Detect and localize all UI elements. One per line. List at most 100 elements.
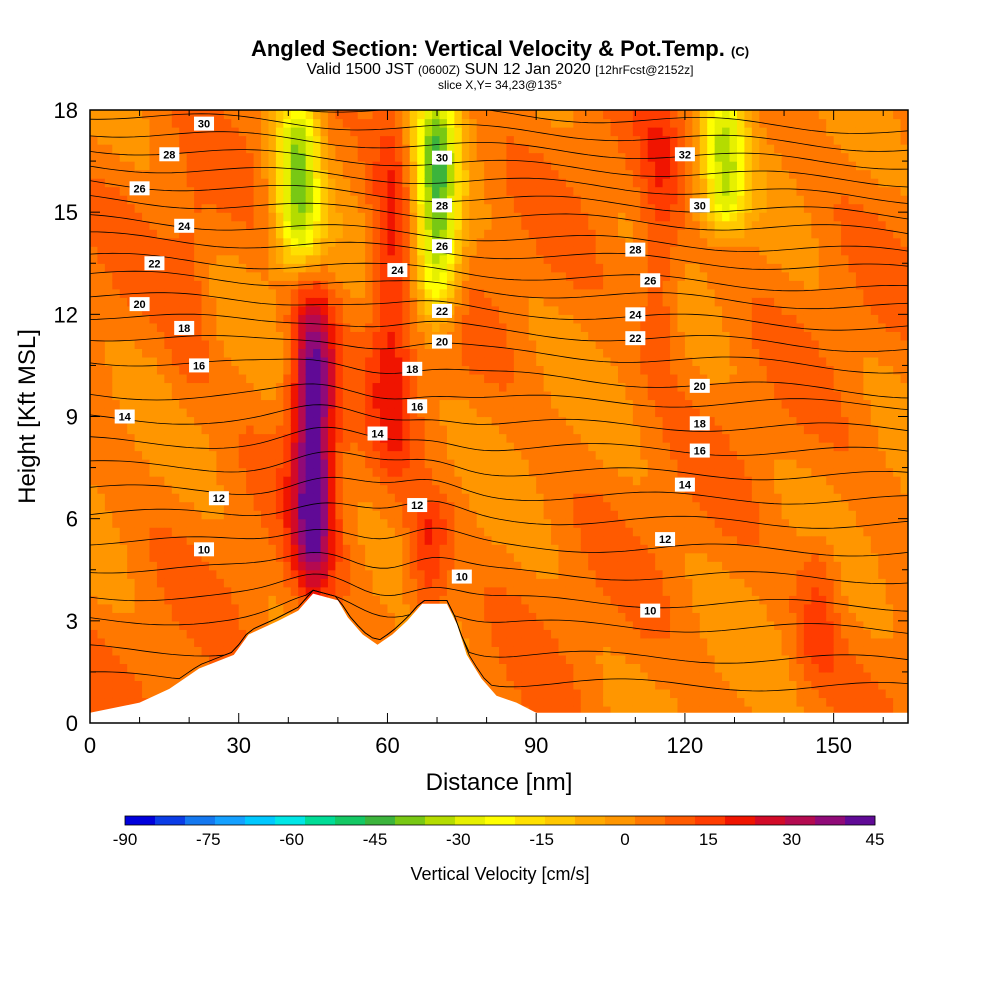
velocity-cell (134, 314, 143, 324)
velocity-cell (446, 348, 455, 358)
velocity-cell (402, 186, 411, 196)
velocity-cell (313, 229, 322, 239)
velocity-cell (484, 425, 493, 435)
velocity-cell (179, 399, 188, 409)
velocity-cell (528, 501, 537, 511)
velocity-cell (223, 246, 232, 256)
velocity-cell (104, 595, 113, 605)
velocity-cell (387, 569, 396, 579)
velocity-cell (595, 195, 604, 205)
velocity-cell (380, 339, 389, 349)
velocity-cell (417, 152, 426, 162)
velocity-cell (551, 152, 560, 162)
velocity-cell (238, 450, 247, 460)
velocity-cell (335, 203, 344, 213)
velocity-cell (90, 425, 99, 435)
velocity-cell (595, 407, 604, 418)
velocity-cell (261, 467, 270, 477)
velocity-cell (521, 203, 530, 213)
velocity-cell (446, 263, 455, 273)
velocity-cell (142, 578, 151, 588)
velocity-cell (424, 161, 433, 171)
velocity-cell (387, 195, 396, 205)
velocity-cell (588, 586, 597, 596)
velocity-cell (261, 416, 270, 426)
velocity-cell (580, 161, 589, 171)
velocity-cell (350, 263, 359, 273)
velocity-cell (223, 518, 232, 528)
velocity-cell (231, 127, 240, 137)
velocity-cell (551, 535, 560, 545)
velocity-cell (454, 552, 463, 562)
velocity-cell (216, 135, 225, 145)
velocity-cell (372, 246, 381, 256)
velocity-cell (156, 339, 165, 349)
velocity-cell (335, 484, 344, 494)
velocity-cell (513, 697, 522, 707)
velocity-cell (179, 654, 188, 665)
velocity-cell (201, 169, 210, 179)
velocity-cell (595, 229, 604, 239)
velocity-cell (327, 493, 336, 503)
velocity-cell (149, 544, 158, 554)
velocity-cell (327, 212, 336, 222)
velocity-cell (446, 578, 455, 588)
velocity-cell (97, 425, 106, 435)
velocity-cell (156, 161, 165, 171)
velocity-cell (327, 569, 336, 579)
velocity-cell (231, 297, 240, 307)
velocity-cell (142, 135, 151, 145)
velocity-cell (573, 578, 582, 588)
velocity-cell (119, 297, 128, 307)
velocity-cell (424, 552, 433, 562)
velocity-cell (216, 373, 225, 384)
velocity-cell (253, 127, 262, 137)
velocity-cell (186, 416, 195, 426)
velocity-cell (327, 382, 336, 392)
velocity-cell (171, 254, 180, 264)
velocity-cell (372, 390, 381, 401)
velocity-cell (313, 314, 322, 324)
velocity-cell (365, 280, 374, 290)
velocity-cell (454, 561, 463, 571)
velocity-cell (588, 110, 597, 120)
velocity-cell (558, 663, 567, 673)
velocity-cell (231, 373, 240, 384)
velocity-cell (119, 459, 128, 469)
velocity-cell (558, 510, 567, 520)
velocity-cell (402, 229, 411, 239)
velocity-cell (528, 399, 537, 409)
velocity-cell (424, 305, 433, 315)
velocity-cell (283, 280, 292, 290)
velocity-cell (402, 288, 411, 298)
velocity-cell (513, 680, 522, 690)
velocity-cell (97, 629, 106, 639)
velocity-cell (484, 365, 493, 375)
velocity-cell (380, 203, 389, 213)
velocity-cell (595, 705, 604, 716)
velocity-cell (90, 288, 99, 298)
velocity-cell (335, 135, 344, 145)
velocity-cell (246, 450, 255, 460)
velocity-cell (372, 569, 381, 579)
velocity-cell (372, 331, 381, 341)
velocity-cell (357, 493, 366, 503)
velocity-cell (506, 637, 515, 647)
velocity-cell (439, 254, 448, 264)
velocity-cell (372, 254, 381, 264)
velocity-cell (372, 373, 381, 384)
velocity-cell (208, 476, 218, 486)
velocity-cell (246, 433, 255, 443)
velocity-cell (112, 501, 121, 511)
velocity-cell (342, 195, 351, 205)
velocity-cell (551, 646, 560, 656)
velocity-cell (186, 373, 195, 384)
velocity-cell (104, 118, 113, 128)
velocity-cell (104, 212, 113, 222)
velocity-cell (521, 339, 530, 349)
velocity-cell (446, 220, 455, 230)
velocity-cell (357, 552, 366, 562)
velocity-cell (439, 484, 448, 494)
velocity-cell (164, 501, 173, 511)
velocity-cell (261, 314, 270, 324)
